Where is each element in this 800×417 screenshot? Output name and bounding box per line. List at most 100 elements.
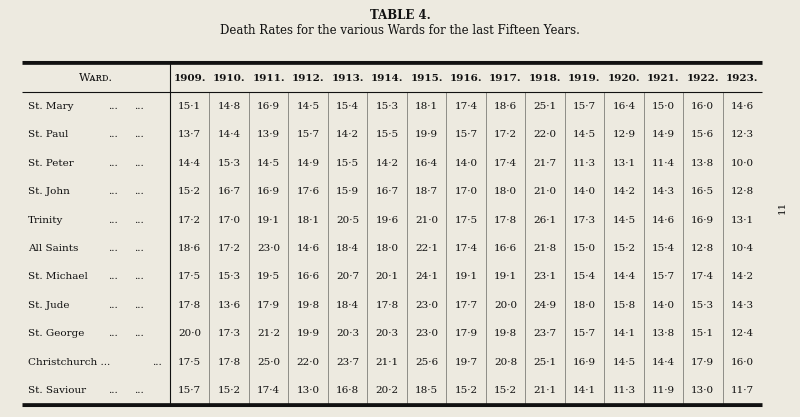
Text: 17·8: 17·8 bbox=[494, 216, 517, 224]
Text: St. George: St. George bbox=[28, 329, 84, 338]
Text: 17·2: 17·2 bbox=[494, 130, 517, 139]
Text: 21·7: 21·7 bbox=[534, 158, 557, 168]
Text: ...: ... bbox=[108, 187, 118, 196]
Text: 19·9: 19·9 bbox=[415, 130, 438, 139]
Text: 14·6: 14·6 bbox=[652, 216, 675, 224]
Text: 16·9: 16·9 bbox=[573, 358, 596, 367]
Text: 13·1: 13·1 bbox=[612, 158, 635, 168]
Text: 1921.: 1921. bbox=[647, 73, 680, 83]
Text: 13·7: 13·7 bbox=[178, 130, 202, 139]
Text: ...: ... bbox=[134, 329, 144, 338]
Text: 16·6: 16·6 bbox=[297, 272, 320, 281]
Text: 15·2: 15·2 bbox=[454, 386, 478, 395]
Text: 23·1: 23·1 bbox=[534, 272, 557, 281]
Text: St. Mary: St. Mary bbox=[28, 102, 74, 111]
Text: 20·2: 20·2 bbox=[375, 386, 398, 395]
Text: 1917.: 1917. bbox=[489, 73, 522, 83]
Text: ...: ... bbox=[134, 187, 144, 196]
Text: 13·0: 13·0 bbox=[691, 386, 714, 395]
Text: 14·1: 14·1 bbox=[612, 329, 635, 338]
Text: 15·7: 15·7 bbox=[573, 329, 596, 338]
Text: 15·4: 15·4 bbox=[652, 244, 675, 253]
Text: 18·1: 18·1 bbox=[297, 216, 320, 224]
Text: 15·7: 15·7 bbox=[573, 102, 596, 111]
Text: 16·6: 16·6 bbox=[494, 244, 517, 253]
Text: 20·5: 20·5 bbox=[336, 216, 359, 224]
Text: 17·6: 17·6 bbox=[297, 187, 320, 196]
Text: 13·1: 13·1 bbox=[730, 216, 754, 224]
Text: 14·5: 14·5 bbox=[257, 158, 280, 168]
Text: 14·2: 14·2 bbox=[375, 158, 398, 168]
Text: 17·8: 17·8 bbox=[218, 358, 241, 367]
Text: 17·5: 17·5 bbox=[454, 216, 478, 224]
Text: 14·2: 14·2 bbox=[336, 130, 359, 139]
Text: ...: ... bbox=[108, 216, 118, 224]
Text: 17·8: 17·8 bbox=[178, 301, 202, 310]
Text: 16·7: 16·7 bbox=[375, 187, 398, 196]
Text: 14·3: 14·3 bbox=[652, 187, 675, 196]
Text: 25·6: 25·6 bbox=[415, 358, 438, 367]
Text: 1909.: 1909. bbox=[174, 73, 206, 83]
Text: 17·4: 17·4 bbox=[454, 102, 478, 111]
Text: 15·7: 15·7 bbox=[454, 130, 478, 139]
Text: 14·4: 14·4 bbox=[612, 272, 635, 281]
Text: 21·1: 21·1 bbox=[375, 358, 398, 367]
Text: 20·1: 20·1 bbox=[375, 272, 398, 281]
Text: 15·2: 15·2 bbox=[218, 386, 241, 395]
Text: 10·0: 10·0 bbox=[730, 158, 754, 168]
Text: 14·2: 14·2 bbox=[730, 272, 754, 281]
Text: 13·9: 13·9 bbox=[257, 130, 280, 139]
Text: 11·9: 11·9 bbox=[652, 386, 675, 395]
Text: ...: ... bbox=[108, 329, 118, 338]
Text: 17·2: 17·2 bbox=[178, 216, 202, 224]
Text: ...: ... bbox=[108, 102, 118, 111]
Text: 12·3: 12·3 bbox=[730, 130, 754, 139]
Text: 16·0: 16·0 bbox=[691, 102, 714, 111]
Text: 14·4: 14·4 bbox=[178, 158, 202, 168]
Text: 14·9: 14·9 bbox=[297, 158, 320, 168]
Text: TABLE 4.: TABLE 4. bbox=[370, 8, 430, 22]
Text: 22·0: 22·0 bbox=[297, 358, 320, 367]
Text: 20·0: 20·0 bbox=[178, 329, 202, 338]
Text: 17·4: 17·4 bbox=[494, 158, 517, 168]
Text: 20·8: 20·8 bbox=[494, 358, 517, 367]
Text: 14·0: 14·0 bbox=[573, 187, 596, 196]
Text: St. Michael: St. Michael bbox=[28, 272, 88, 281]
Text: 14·4: 14·4 bbox=[218, 130, 241, 139]
Text: 16·0: 16·0 bbox=[730, 358, 754, 367]
Text: St. Saviour: St. Saviour bbox=[28, 386, 86, 395]
Text: 17·9: 17·9 bbox=[454, 329, 478, 338]
Text: 17·7: 17·7 bbox=[454, 301, 478, 310]
Text: 19·8: 19·8 bbox=[297, 301, 320, 310]
Text: Death Rates for the various Wards for the last Fifteen Years.: Death Rates for the various Wards for th… bbox=[220, 23, 580, 37]
Text: 19·7: 19·7 bbox=[454, 358, 478, 367]
Text: 17·5: 17·5 bbox=[178, 272, 202, 281]
Text: 12·9: 12·9 bbox=[612, 130, 635, 139]
Text: 18·4: 18·4 bbox=[336, 301, 359, 310]
Text: 15·9: 15·9 bbox=[336, 187, 359, 196]
Text: 23·0: 23·0 bbox=[257, 244, 280, 253]
Text: 15·1: 15·1 bbox=[178, 102, 202, 111]
Text: 23·7: 23·7 bbox=[534, 329, 557, 338]
Text: 15·2: 15·2 bbox=[178, 187, 202, 196]
Text: 18·6: 18·6 bbox=[494, 102, 517, 111]
Text: 11·4: 11·4 bbox=[652, 158, 675, 168]
Text: 13·0: 13·0 bbox=[297, 386, 320, 395]
Text: 15·5: 15·5 bbox=[336, 158, 359, 168]
Text: ...: ... bbox=[134, 301, 144, 310]
Text: 23·0: 23·0 bbox=[415, 301, 438, 310]
Text: 14·1: 14·1 bbox=[573, 386, 596, 395]
Text: 11·3: 11·3 bbox=[612, 386, 635, 395]
Text: 21·1: 21·1 bbox=[534, 386, 557, 395]
Text: St. Jude: St. Jude bbox=[28, 301, 70, 310]
Text: 12·4: 12·4 bbox=[730, 329, 754, 338]
Text: 21·8: 21·8 bbox=[534, 244, 557, 253]
Text: 18·1: 18·1 bbox=[415, 102, 438, 111]
Text: 15·2: 15·2 bbox=[612, 244, 635, 253]
Text: ...: ... bbox=[134, 158, 144, 168]
Text: 14·6: 14·6 bbox=[730, 102, 754, 111]
Text: 14·8: 14·8 bbox=[218, 102, 241, 111]
Text: 19·9: 19·9 bbox=[297, 329, 320, 338]
Text: 16·9: 16·9 bbox=[257, 102, 280, 111]
Text: 14·0: 14·0 bbox=[454, 158, 478, 168]
